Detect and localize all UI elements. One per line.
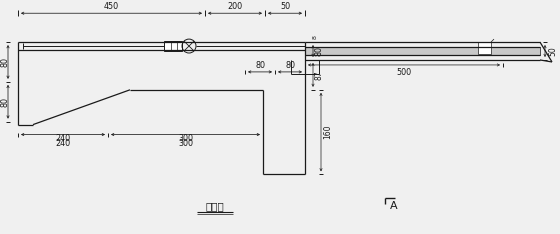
Text: 80: 80 bbox=[255, 61, 265, 70]
Text: 160: 160 bbox=[323, 125, 332, 139]
Text: 300: 300 bbox=[178, 139, 193, 147]
Text: A: A bbox=[390, 201, 398, 211]
Text: 300: 300 bbox=[178, 134, 193, 143]
Text: 立面图: 立面图 bbox=[206, 201, 225, 211]
Text: 450: 450 bbox=[104, 2, 119, 11]
Text: 50: 50 bbox=[548, 46, 557, 56]
Text: 87: 87 bbox=[315, 70, 324, 80]
Text: 80: 80 bbox=[285, 61, 295, 70]
Text: 500: 500 bbox=[396, 68, 412, 77]
Bar bbox=[478, 42, 491, 54]
Text: 240: 240 bbox=[55, 139, 71, 147]
Text: 50: 50 bbox=[280, 2, 290, 11]
Text: 8: 8 bbox=[313, 35, 318, 39]
Text: 80: 80 bbox=[0, 97, 9, 107]
Text: 240: 240 bbox=[55, 134, 71, 143]
Text: 80: 80 bbox=[315, 46, 324, 56]
Text: 80: 80 bbox=[0, 57, 9, 67]
Bar bbox=[164, 41, 182, 51]
Bar bbox=[305, 47, 540, 55]
Text: 200: 200 bbox=[227, 2, 242, 11]
